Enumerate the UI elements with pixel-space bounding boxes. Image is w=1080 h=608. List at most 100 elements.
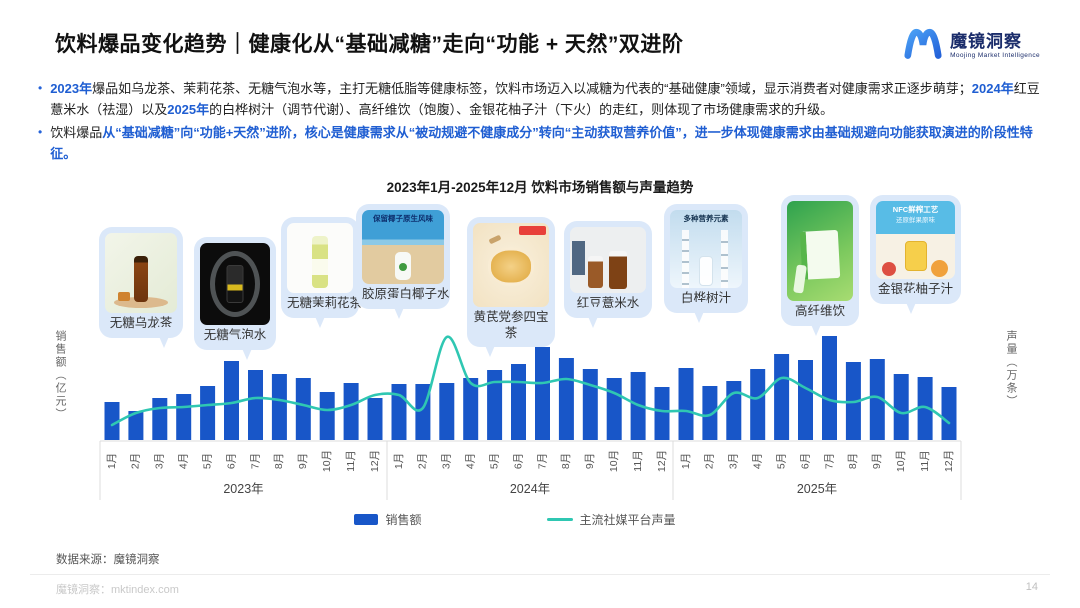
product-callout: NFC鲜榨工艺 还原鲜果原味 金银花柚子汁 <box>870 195 961 314</box>
sales-bar <box>487 370 503 440</box>
month-tick-label: 1月 <box>680 453 692 469</box>
month-tick-label: 7月 <box>249 453 261 469</box>
month-tick-label: 2月 <box>417 453 429 469</box>
product-callout: 无糖茉莉花茶 <box>281 217 363 328</box>
month-tick-label: 3月 <box>441 453 453 469</box>
month-tick-label: 5月 <box>488 453 500 469</box>
bullet-marker: • <box>38 125 43 140</box>
sales-bar <box>630 372 646 440</box>
product-image <box>570 227 646 293</box>
bullet-item: • 饮料爆品从“基础减糖”向“功能+天然”进阶，核心是健康需求从“被动规避不健康成… <box>38 122 1043 164</box>
moojing-m-icon <box>904 28 942 59</box>
sales-bar <box>319 392 335 440</box>
product-label: 黄芪党参四宝茶 <box>473 310 549 340</box>
product-label: 高纤维饮 <box>794 304 845 318</box>
bullet-segment: 饮料爆品 <box>50 125 103 141</box>
sales-bar <box>415 384 431 440</box>
sales-bar <box>678 368 694 440</box>
bullet-item: • 2023年爆品如乌龙茶、茉莉花茶、无糖气泡水等，主打无糖低脂等健康标签，饮料市… <box>38 78 1043 120</box>
chart-legend: 销售额 主流社媒平台声量 <box>0 511 1055 528</box>
month-tick-label: 8月 <box>560 453 572 469</box>
sales-bar <box>152 398 168 440</box>
product-label: 白桦树汁 <box>680 291 731 305</box>
product-image-text: 多种营养元素 <box>683 214 729 223</box>
brand-subtitle: Moojing Market Intelligence <box>950 52 1040 59</box>
product-label: 无糖气泡水 <box>203 328 267 342</box>
bullet-segment: 的白桦树汁（调节代谢）、高纤维饮（饱腹）、金银花柚子汁（下火）的走红，则体现了市… <box>209 102 834 118</box>
product-callout: 黄芪党参四宝茶 <box>467 217 555 358</box>
year-label: 2024年 <box>510 482 550 496</box>
sales-bar <box>176 394 192 440</box>
legend-item-sales: 销售额 <box>354 511 422 528</box>
product-image <box>473 223 549 307</box>
month-tick-label: 1月 <box>106 453 118 469</box>
month-tick-label: 7月 <box>823 453 835 469</box>
month-tick-label: 4月 <box>177 453 189 469</box>
month-tick-label: 4月 <box>464 453 476 469</box>
product-label: 无糖茉莉花茶 <box>287 296 363 310</box>
month-tick-label: 2月 <box>704 453 716 469</box>
product-label: 无糖乌龙茶 <box>109 316 173 330</box>
sales-bar <box>248 370 263 440</box>
product-label: 胶原蛋白椰子水 <box>362 287 450 301</box>
sales-bar <box>893 374 909 440</box>
product-callout: 高纤维饮 <box>781 195 859 336</box>
data-source-note: 数据来源：魔镜洞察 <box>56 554 160 566</box>
product-image: 保留椰子原生风味 <box>362 210 444 284</box>
legend-item-voice: 主流社媒平台声量 <box>546 511 676 528</box>
bullet-segment: 爆品如乌龙茶、茉莉花茶、无糖气泡水等，主打无糖低脂等健康标签，饮料市场迈入以减糖… <box>92 81 972 96</box>
footer-site-text: 魔镜洞察：mktindex.com <box>56 584 179 596</box>
sales-legend-label: 销售额 <box>385 513 422 527</box>
month-tick-label: 9月 <box>297 453 309 469</box>
sales-bar <box>558 358 574 440</box>
month-tick-label: 7月 <box>536 453 548 469</box>
sales-bar <box>726 381 742 440</box>
bullet-segment: 2025年 <box>167 102 210 118</box>
sales-bar <box>869 359 885 440</box>
brand-logo: 魔镜洞察 Moojing Market Intelligence <box>903 26 1040 60</box>
month-tick-label: 12月 <box>943 450 955 472</box>
product-image <box>105 233 177 313</box>
sales-bar <box>224 361 239 440</box>
chart-title: 2023年1月-2025年12月 饮料市场销售额与声量趋势 <box>386 180 694 195</box>
month-tick-label: 5月 <box>201 453 213 469</box>
month-tick-label: 10月 <box>321 450 333 472</box>
sales-bar <box>200 386 216 440</box>
month-tick-label: 8月 <box>273 453 285 469</box>
bullet-segment: 2024年 <box>971 81 1014 96</box>
header: 饮料爆品变化趋势｜健康化从“基础减糖”走向“功能 + 天然”双进阶 魔镜洞察 M… <box>55 28 1040 60</box>
sales-bar <box>295 378 311 440</box>
month-tick-label: 12月 <box>656 450 668 472</box>
footer-divider <box>30 574 1050 575</box>
product-image: 多种营养元素 <box>670 210 742 288</box>
y-axis-label-right: 声量（万条） <box>1005 330 1017 408</box>
sales-bar <box>845 362 861 440</box>
sales-bar <box>104 402 120 440</box>
product-image <box>200 243 270 325</box>
sales-bar <box>702 386 718 440</box>
sales-bar <box>941 387 957 440</box>
bullet-segment: 从“基础减糖”向“功能+天然”进阶，核心是健康需求从“被动规避不健康成分”转向“… <box>50 125 1033 162</box>
bullet-text: 2023年爆品如乌龙茶、茉莉花茶、无糖气泡水等，主打无糖低脂等健康标签，饮料市场… <box>50 78 1043 120</box>
sales-bar <box>606 378 622 440</box>
product-label: 红豆薏米水 <box>576 296 640 310</box>
sales-bar <box>439 383 455 440</box>
sales-bar <box>654 387 670 440</box>
sales-bar <box>391 384 407 440</box>
month-tick-label: 8月 <box>847 453 859 469</box>
month-tick-label: 3月 <box>728 453 740 469</box>
month-tick-label: 4月 <box>751 453 763 469</box>
month-tick-label: 5月 <box>775 453 787 469</box>
product-image-text: 保留椰子原生风味 <box>373 214 433 223</box>
product-image-text: NFC鲜榨工艺 <box>892 205 939 214</box>
sales-bar <box>128 411 144 440</box>
bullet-segment: 红豆薏米水（祛湿）以及 <box>50 81 1040 118</box>
month-tick-label: 6月 <box>512 453 524 469</box>
month-tick-label: 9月 <box>584 453 596 469</box>
voice-legend-label: 主流社媒平台声量 <box>579 513 676 527</box>
sales-bar <box>367 398 383 440</box>
month-tick-label: 1月 <box>393 453 405 469</box>
sales-bar <box>511 364 526 440</box>
summary-bullets: • 2023年爆品如乌龙茶、茉莉花茶、无糖气泡水等，主打无糖低脂等健康标签，饮料市… <box>38 78 1043 166</box>
sales-bar <box>582 369 598 440</box>
